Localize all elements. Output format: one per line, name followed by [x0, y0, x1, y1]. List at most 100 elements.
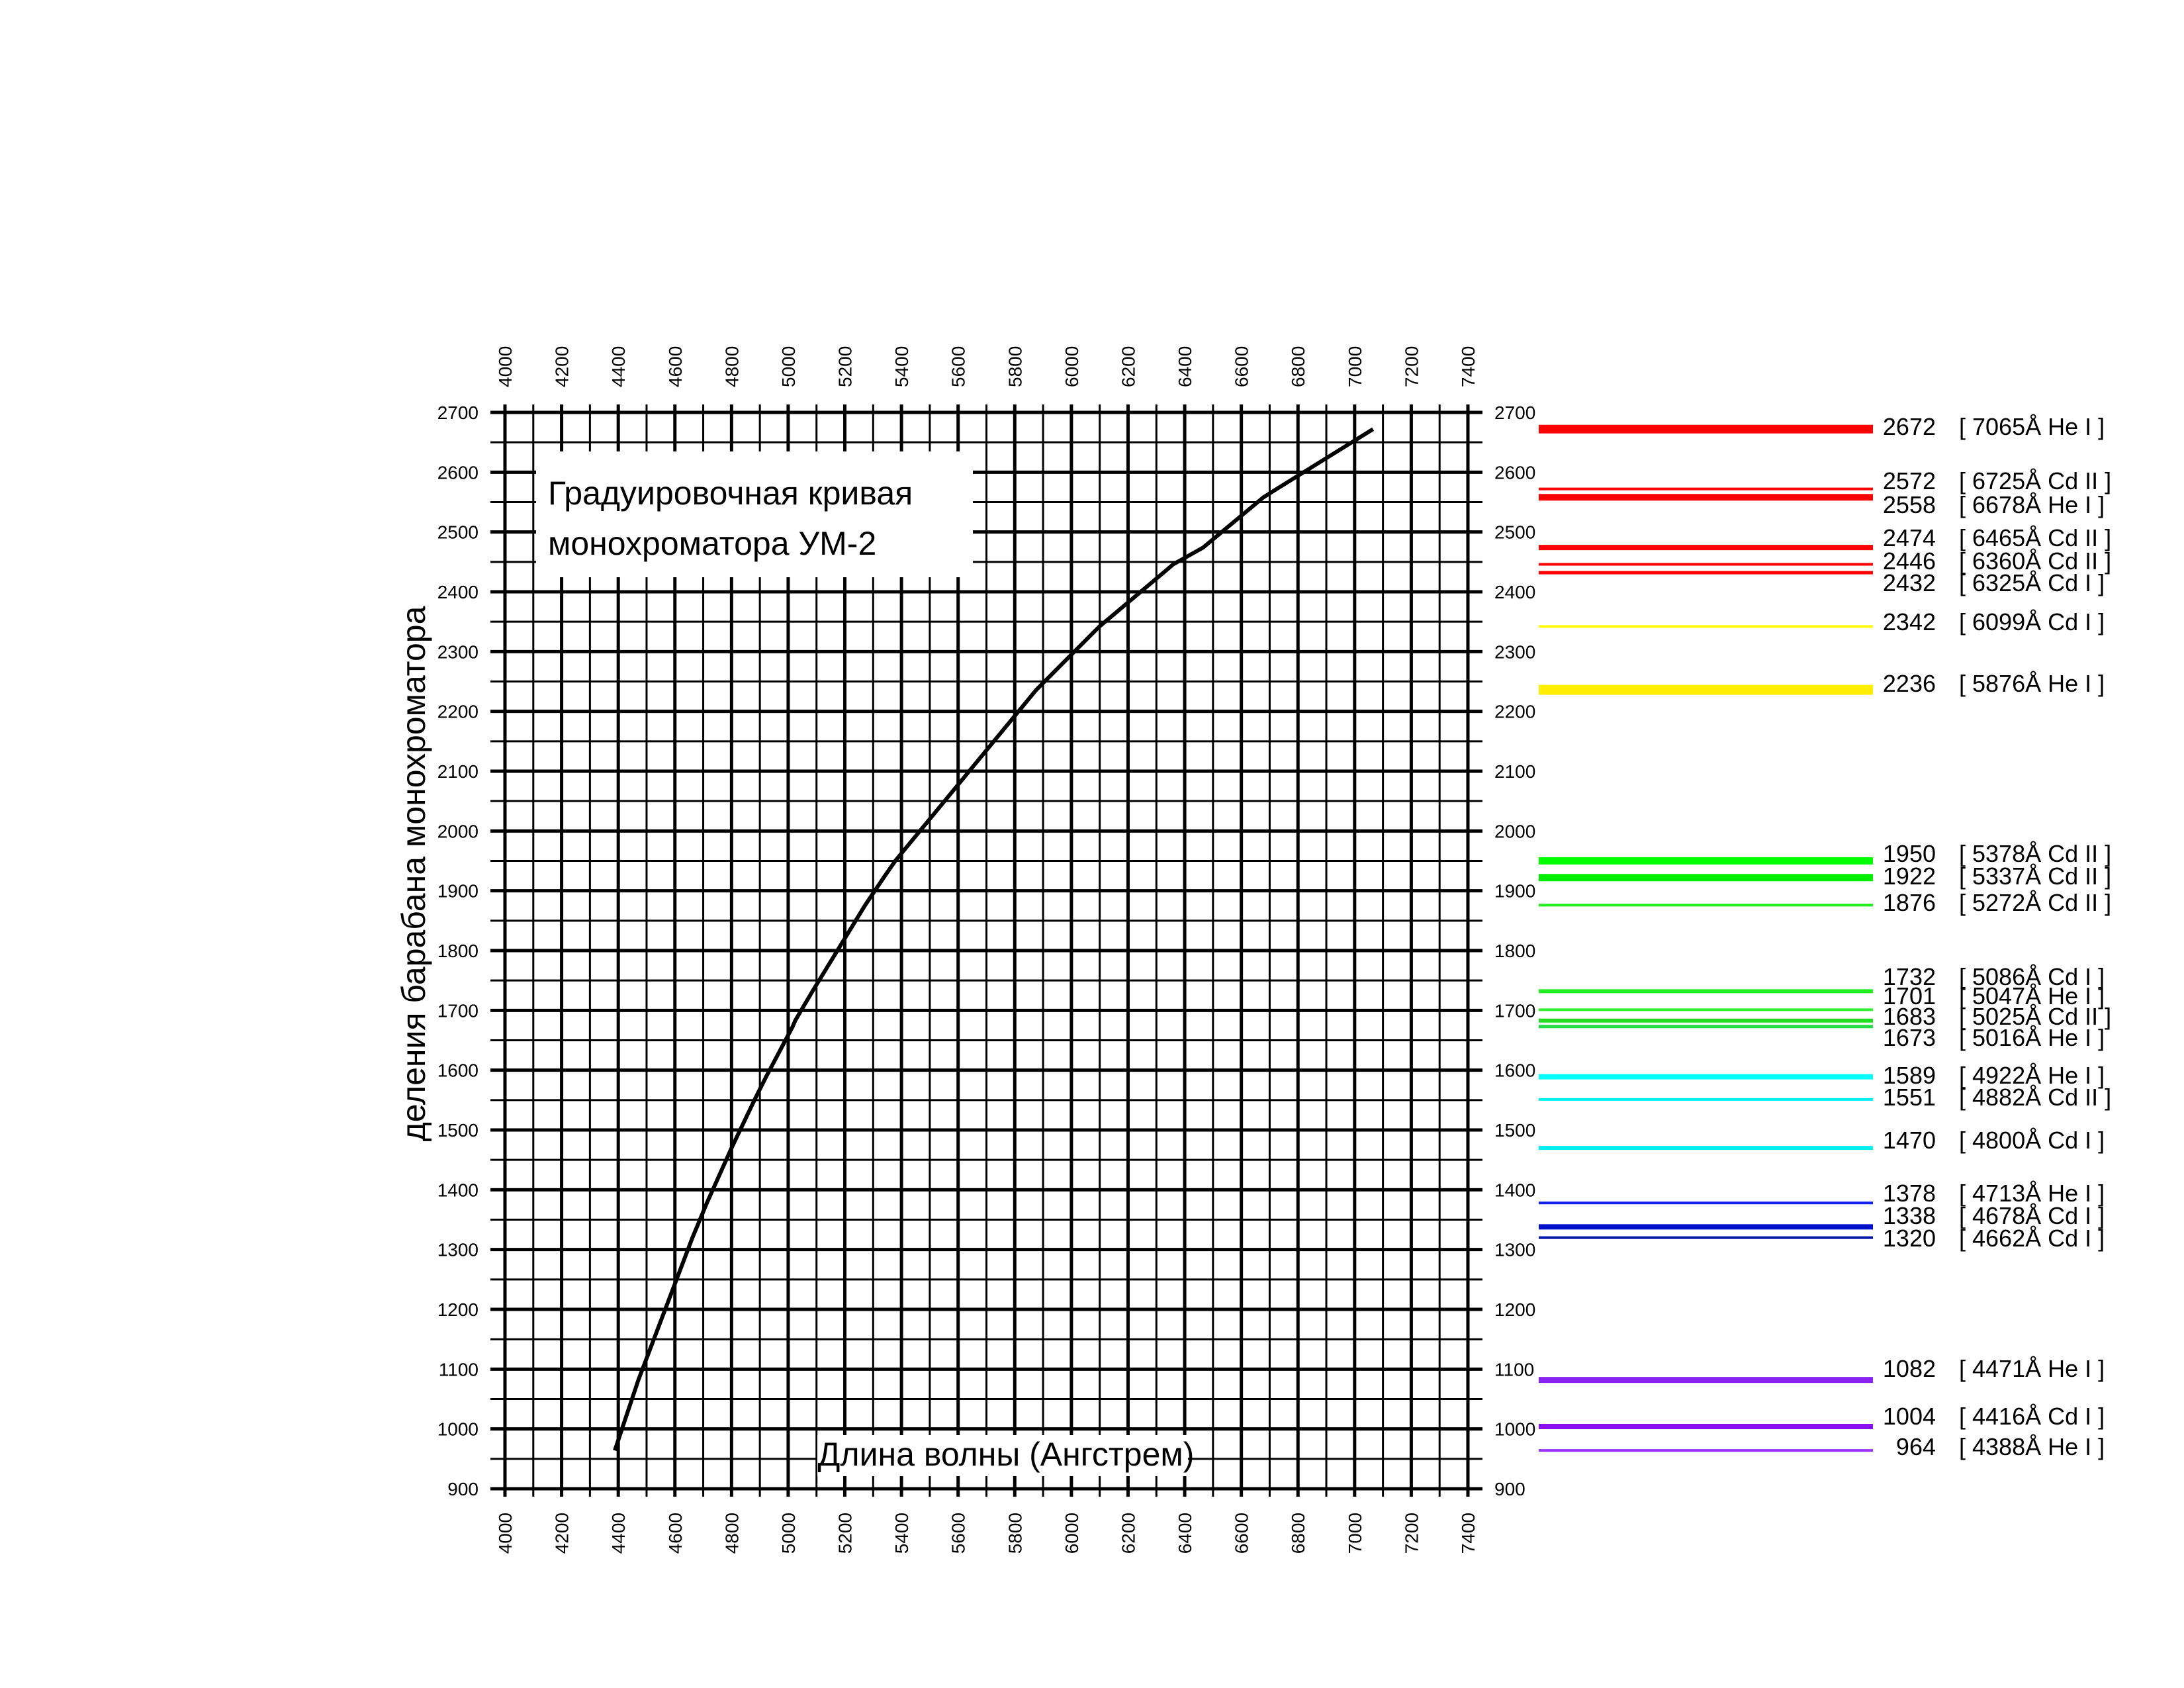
y-tick-label-right: 1900 [1494, 881, 1535, 902]
y-tick-label-right: 2000 [1494, 821, 1535, 841]
y-tick-label-right: 1100 [1494, 1359, 1534, 1380]
y-tick-label-right: 2500 [1494, 522, 1535, 543]
spectral-line-label: [ 4662Å Cd I ] [1959, 1225, 2105, 1252]
x-axis-label-group: Длина волны (Ангстрем) [817, 1435, 1194, 1476]
y-tick-label-left: 1300 [437, 1240, 478, 1260]
spectral-line-label: [ 5047Å He I ] [1959, 982, 2105, 1009]
y-tick-label-right: 2600 [1494, 462, 1535, 483]
spectral-line-division: 2446 [1883, 547, 1936, 575]
spectral-line-label: [ 5876Å He I ] [1959, 670, 2105, 697]
grid [490, 404, 1482, 1497]
x-tick-label-top: 5400 [891, 346, 912, 387]
y-tick-label-right: 1300 [1494, 1240, 1535, 1260]
y-axis-label: деления барабана монохроматора [395, 606, 432, 1141]
y-tick-label-right: 1500 [1494, 1120, 1535, 1141]
spectral-line-label: [ 4416Å Cd I ] [1959, 1403, 2105, 1430]
x-tick-label-top: 5600 [948, 346, 969, 387]
y-tick-label-left: 2000 [437, 821, 478, 841]
x-tick-label-bottom: 4400 [608, 1513, 629, 1554]
spectral-line-division: 1683 [1883, 1003, 1936, 1030]
spectral-line-label: [ 6465Å Cd II ] [1959, 524, 2111, 551]
x-tick-label-top: 6000 [1062, 346, 1082, 387]
y-tick-label-left: 2700 [437, 402, 478, 423]
x-tick-label-top: 6400 [1175, 346, 1195, 387]
spectral-line-division: 1470 [1883, 1127, 1936, 1154]
y-tick-label-left: 2500 [437, 522, 478, 543]
y-tick-label-left: 2200 [437, 702, 478, 722]
spectral-line-division: 1732 [1883, 963, 1936, 990]
y-tick-label-right: 2400 [1494, 582, 1535, 602]
spectral-line-label: [ 6099Å Cd I ] [1959, 608, 2105, 635]
y-tick-label-right: 2200 [1494, 702, 1535, 722]
y-tick-label-left: 1900 [437, 881, 478, 902]
spectral-line-division: 964 [1896, 1433, 1936, 1460]
y-tick-label-left: 900 [447, 1479, 478, 1499]
x-tick-label-top: 5200 [835, 346, 856, 387]
spectral-line-division: 2558 [1883, 491, 1936, 518]
y-tick-label-right: 1700 [1494, 1000, 1535, 1021]
spectral-line-label: [ 4713Å He I ] [1959, 1180, 2105, 1207]
x-axis-label: Длина волны (Ангстрем) [818, 1436, 1195, 1473]
axis-ticks: 4000 4000 4200 4200 4400 4400 4600 4600 4800 4800… [437, 346, 1536, 1554]
x-tick-label-top: 6600 [1232, 346, 1252, 387]
x-tick-label-top: 4800 [721, 346, 742, 387]
x-tick-label-bottom: 7000 [1345, 1513, 1365, 1554]
x-tick-label-top: 4000 [495, 346, 516, 387]
spectral-line-label: [ 5016Å He I ] [1959, 1024, 2105, 1051]
spectral-line-label: [ 4882Å Cd II ] [1959, 1084, 2111, 1111]
spectral-line-label: [ 5086Å Cd I ] [1959, 963, 2105, 990]
y-tick-label-right: 1600 [1494, 1060, 1535, 1081]
title-background [536, 451, 973, 577]
x-tick-label-top: 5800 [1005, 346, 1025, 387]
x-tick-label-bottom: 5800 [1005, 1513, 1025, 1554]
y-tick-label-right: 2300 [1494, 641, 1535, 662]
x-tick-label-bottom: 4800 [721, 1513, 742, 1554]
x-tick-label-bottom: 5400 [891, 1513, 912, 1554]
spectral-line-label: [ 5272Å Cd II ] [1959, 889, 2111, 916]
spectral-line-label: [ 6325Å Cd I ] [1959, 569, 2105, 596]
spectral-line-label: [ 4471Å He I ] [1959, 1355, 2105, 1382]
spectral-line-division: 2236 [1883, 670, 1936, 697]
y-tick-label-left: 1800 [437, 941, 478, 961]
spectral-line-division: 2474 [1883, 524, 1936, 551]
x-tick-label-top: 7000 [1345, 346, 1365, 387]
spectral-line-division: 2342 [1883, 608, 1936, 635]
spectral-line-division: 1922 [1883, 863, 1936, 890]
spectral-line-division: 1338 [1883, 1202, 1936, 1229]
y-tick-label-right: 2100 [1494, 761, 1535, 782]
calibration-curve [613, 427, 1375, 1452]
x-tick-label-bottom: 5600 [948, 1513, 969, 1554]
spectral-line-division: 1320 [1883, 1225, 1936, 1252]
x-tick-label-top: 4600 [665, 346, 686, 387]
x-tick-label-top: 7400 [1458, 346, 1479, 387]
spectral-line-division: 1082 [1883, 1355, 1936, 1382]
spectral-line-label: [ 4388Å He I ] [1959, 1433, 2105, 1460]
spectral-line-label: [ 4800Å Cd I ] [1959, 1127, 2105, 1154]
y-tick-label-right: 1000 [1494, 1419, 1535, 1440]
chart-title-line-1: Градуировочная кривая [548, 475, 913, 512]
x-tick-label-bottom: 6000 [1062, 1513, 1082, 1554]
spectral-line-label: [ 4922Å He I ] [1959, 1062, 2105, 1089]
x-tick-label-top: 5000 [778, 346, 799, 387]
spectral-line-division: 2572 [1883, 467, 1936, 494]
y-tick-label-left: 1700 [437, 1000, 478, 1021]
spectral-line-division: 1876 [1883, 889, 1936, 916]
x-tick-label-bottom: 6200 [1118, 1513, 1138, 1554]
y-tick-label-left: 2600 [437, 462, 478, 483]
x-tick-label-bottom: 7400 [1458, 1513, 1479, 1554]
y-tick-label-right: 900 [1494, 1479, 1525, 1499]
y-tick-label-left: 2100 [437, 761, 478, 782]
spectral-line-division: 1950 [1883, 840, 1936, 867]
x-axis-label-background [817, 1435, 1188, 1476]
spectral-line-division: 1673 [1883, 1024, 1936, 1051]
spectral-line-label: [ 6678Å He I ] [1959, 491, 2105, 518]
spectral-line-label: [ 5378Å Cd II ] [1959, 840, 2111, 867]
y-tick-label-left: 1100 [439, 1359, 478, 1380]
x-tick-label-bottom: 4000 [495, 1513, 516, 1554]
spectral-line-label: [ 6725Å Cd II ] [1959, 467, 2111, 494]
x-tick-label-top: 4200 [552, 346, 572, 387]
x-tick-label-top: 6800 [1288, 346, 1308, 387]
y-tick-label-right: 1800 [1494, 941, 1535, 961]
spectral-line-label: [ 5025Å Cd II ] [1959, 1003, 2111, 1030]
spectral-line-division: 1378 [1883, 1180, 1936, 1207]
